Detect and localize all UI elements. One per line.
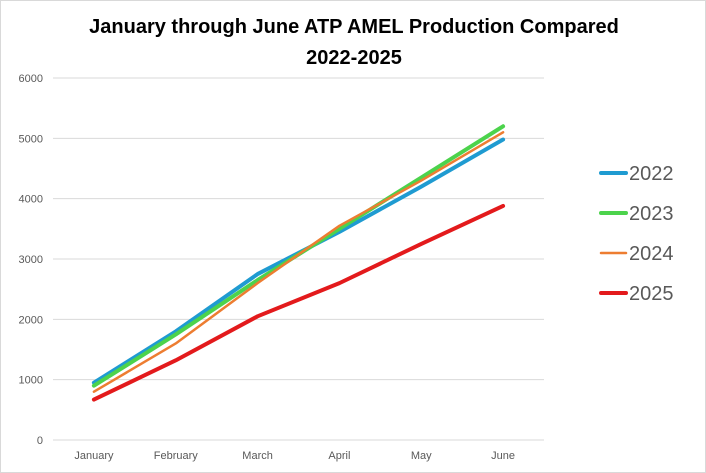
x-tick-label: June <box>491 450 515 462</box>
x-axis-tick-labels: January February March April May June <box>74 450 515 462</box>
series-line-2025 <box>91 203 506 402</box>
x-tick-label: May <box>411 450 432 462</box>
y-tick-label: 2000 <box>19 314 43 326</box>
legend-label: 2025 <box>629 283 674 305</box>
y-tick-label: 3000 <box>19 254 43 266</box>
series-lines <box>91 124 506 402</box>
y-tick-label: 4000 <box>19 194 43 206</box>
y-axis-tick-labels: 0 1000 2000 3000 4000 5000 6000 <box>19 73 43 447</box>
y-tick-label: 1000 <box>19 375 43 387</box>
legend-label: 2023 <box>629 203 674 225</box>
y-tick-label: 0 <box>37 435 43 447</box>
y-tick-label: 6000 <box>19 73 43 85</box>
chart-title: January through June ATP AMEL Production… <box>89 16 619 38</box>
legend: 2022 2023 2024 2025 <box>599 163 674 305</box>
legend-label: 2024 <box>629 243 674 265</box>
x-tick-label: March <box>242 450 273 462</box>
chart-subtitle: 2022-2025 <box>306 47 402 69</box>
y-tick-label: 5000 <box>19 133 43 145</box>
series-line-2024 <box>92 131 505 393</box>
x-tick-label: February <box>154 450 199 462</box>
legend-label: 2022 <box>629 163 674 185</box>
x-tick-label: April <box>328 450 350 462</box>
x-tick-label: January <box>74 450 114 462</box>
